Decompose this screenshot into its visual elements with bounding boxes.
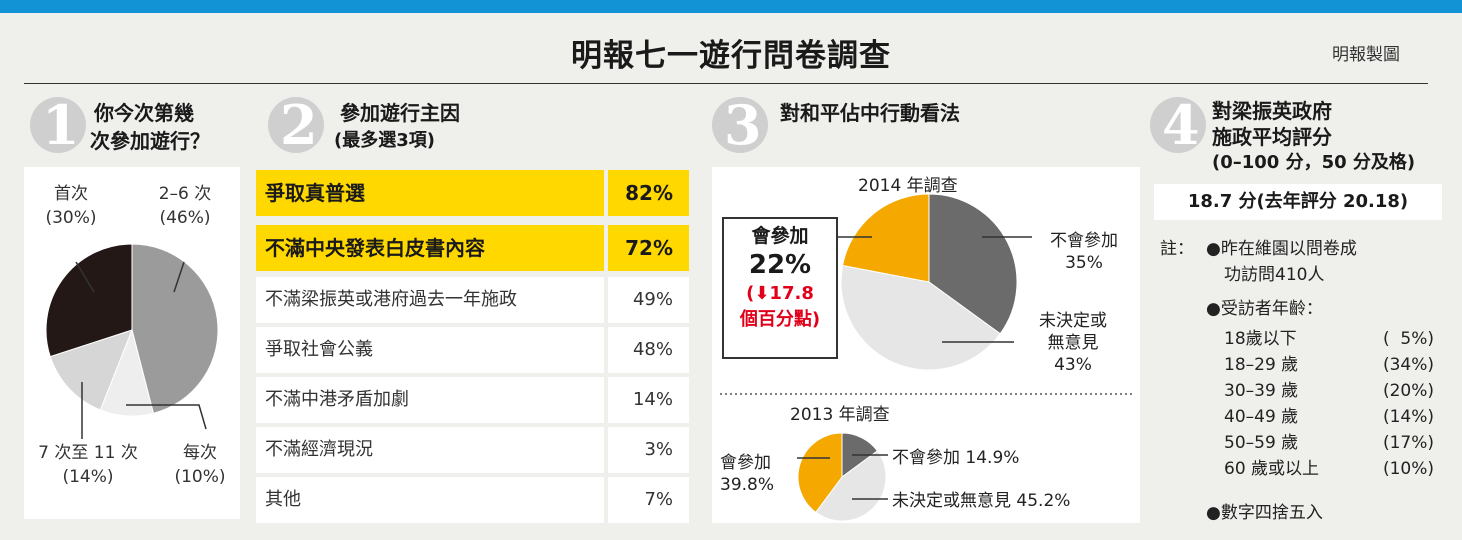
age-row: 40–49 歲 (14%) [1224,404,1438,430]
q4-note1: ●昨在維園以問卷成 功訪問410人 [1206,239,1357,285]
q3-title: 對和平佔中行動看法 [780,101,960,125]
q1-label-2to6: 2–6 次 (46%) [158,184,212,228]
age-row: 18–29 歲 (34%) [1224,352,1438,378]
q2-row: 不滿梁振英或港府過去一年施政 49% [256,277,689,323]
q1-label-first: 首次 (30%) [45,184,97,228]
q4-title-line3: (0–100 分，50 分及格) [1212,152,1416,173]
age-pct: (14%) [1382,407,1434,427]
age-range: 50–59 歲 [1224,433,1299,453]
q3-undecided-label: 未決定或 無意見 43% [1039,311,1107,375]
age-pct: ( 5%) [1382,329,1434,349]
section2-number-badge [268,97,324,153]
q1-title-line2: 次參加遊行？ [90,129,210,153]
q3-no-join-2013-label: 不會參加 14.9% [892,448,1020,468]
q1-label-every: 每次 (10%) [174,443,226,487]
pie-slice-未決定或無意見 [815,450,887,522]
age-range: 18歲以下 [1224,329,1297,349]
q3-no-join-label: 不會參加 35% [1050,231,1118,273]
section1-number: 1 [42,93,80,157]
pie-slice-2–6 次 [131,243,219,414]
q2-row: 不滿中央發表白皮書內容 72% [256,225,689,271]
top-color-bar [0,0,1462,13]
age-range: 18–29 歲 [1224,355,1299,375]
pie-slice-首次 [45,243,133,358]
q1-label-7to11: 7 次至 11 次 (14%) [38,443,138,487]
pie-slice-未決定或無意見 [840,264,1001,371]
q3-survey-2014-label: 2014 年調查 [858,176,958,196]
age-range: 40–49 歲 [1224,407,1299,427]
age-row: 60 歲或以上 (10%) [1224,456,1438,482]
pie-slice-不會參加 [928,193,1018,335]
section3-number-badge [712,97,768,153]
q2-title-line1: 參加遊行主因 [340,101,460,125]
q2-row: 爭取社會公義 48% [256,327,689,373]
section2-number: 2 [280,93,318,157]
age-pct: (20%) [1382,381,1434,401]
pie-slice-會參加 [797,432,843,514]
age-pct: (10%) [1382,459,1434,479]
age-pct: (34%) [1382,355,1434,375]
age-row: 18歲以下 ( 5%) [1224,326,1438,352]
page-title: 明報七一遊行問卷調查 [571,38,891,74]
q4-note3: ●數字四捨五入 [1206,503,1323,523]
q3-pie-charts [720,193,1134,522]
age-range: 60 歲或以上 [1224,459,1320,479]
title-divider [24,83,1428,84]
section4-number: 4 [1162,93,1200,157]
q3-undecided-2013-label: 未決定或無意見 45.2% [892,491,1071,511]
q2-title-line2: (最多選3項) [334,130,435,151]
q3-join-2013-label: 會參加 39.8% [720,453,775,495]
q4-note2: ●受訪者年齡： [1206,299,1323,319]
age-row: 50–59 歲 (17%) [1224,430,1438,456]
q3-join-box: 會參加 22% (⬇17.8 個百分點) [722,217,838,359]
q3-survey-2013-label: 2013 年調查 [790,405,890,425]
q4-age-list: 18歲以下 ( 5%) 18–29 歲 (34%) 30–39 歲 (20%) 40–49 … [1224,326,1438,482]
q4-score-box: 18.7 分(去年評分 20.18) [1154,184,1442,220]
q4-title-line1: 對梁振英政府 [1212,99,1332,123]
section1-number-badge [30,97,86,153]
q2-row: 爭取真普選 82% [256,170,689,216]
q4-note-prefix: 註： [1160,239,1194,259]
credit-label: 明報製圖 [1332,45,1400,65]
section4-number-badge [1150,97,1206,153]
age-range: 30–39 歲 [1224,381,1299,401]
section3-number: 3 [724,93,762,157]
q4-title-line2: 施政平均評分 [1212,125,1332,149]
age-pct: (17%) [1382,433,1434,453]
q2-row: 不滿經濟現況 3% [256,427,689,473]
age-row: 30–39 歲 (20%) [1224,378,1438,404]
pie-slice-會參加 [841,193,930,283]
q1-pie-chart [45,243,219,439]
q2-row: 不滿中港矛盾加劇 14% [256,377,689,423]
q2-row: 其他 7% [256,477,689,523]
q1-title-line1: 你今次第幾 [94,101,194,125]
